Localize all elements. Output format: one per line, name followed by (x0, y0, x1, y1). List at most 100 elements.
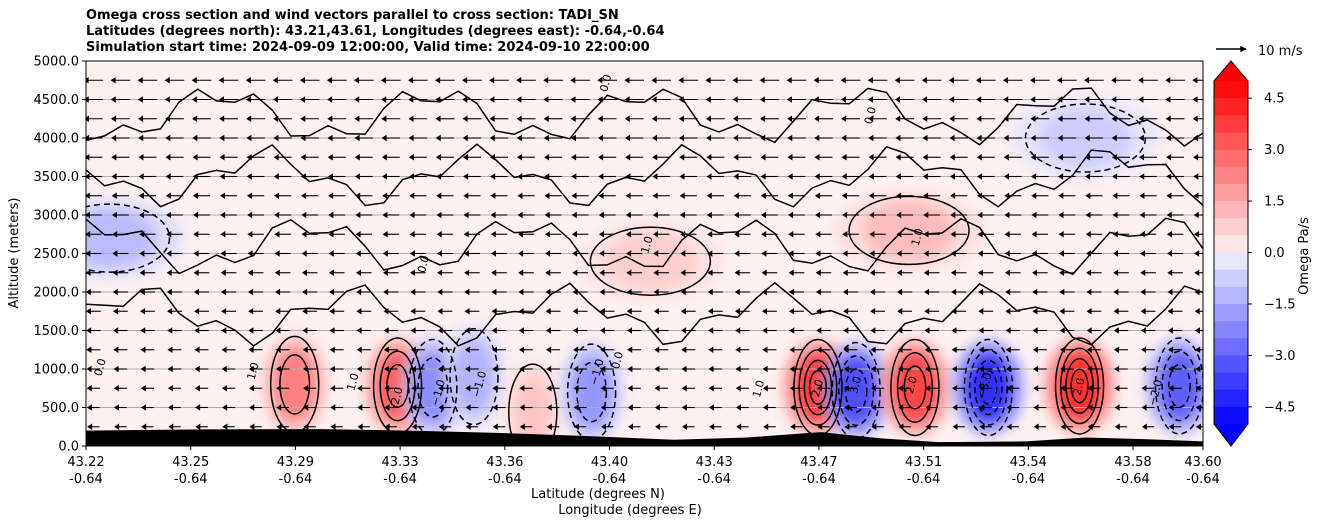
contour-label: 0.0 (862, 105, 879, 125)
wind-vector-head (706, 154, 712, 161)
wind-vector-head (490, 192, 496, 199)
wind-vector-head (330, 404, 336, 411)
wind-vector-head (1194, 250, 1200, 257)
wind-vector-head (193, 269, 199, 276)
wind-vector-head (651, 77, 657, 84)
colorbar-band (1214, 218, 1248, 236)
wind-vector-head (1112, 231, 1118, 238)
wind-vector-head (167, 365, 173, 373)
wind-vector-head (86, 173, 90, 180)
wind-vector-head (868, 173, 874, 180)
wind-vector-head (1166, 192, 1172, 199)
wind-vector-head (921, 77, 927, 84)
wind-vector-head (843, 308, 849, 315)
wind-vector-head (490, 231, 496, 238)
wind-vector-head (165, 115, 171, 122)
wind-vector-head (86, 211, 90, 219)
zero-contour (86, 87, 1203, 147)
x-tick-label-lat: 43.54 (1010, 455, 1047, 470)
colorbar-tick-label: 3.0 (1264, 143, 1285, 158)
y-tick-label: 4500.0 (34, 93, 80, 108)
wind-vector-head (1058, 192, 1064, 199)
wind-vector-head (166, 288, 172, 296)
wind-vector-head (706, 192, 712, 199)
y-tick-label: 4000.0 (34, 132, 80, 147)
x-tick-label-lon: -0.64 (488, 472, 522, 487)
wind-vector-head (708, 404, 714, 411)
wind-vector-head (895, 134, 901, 142)
wind-vector-head (113, 327, 119, 334)
wind-vector-head (1138, 134, 1144, 142)
wind-vector-head (1194, 308, 1200, 315)
wind-vector-head (275, 327, 281, 334)
wind-vector-head (354, 134, 360, 142)
wind-vector-head (707, 231, 713, 238)
wind-vector-head (652, 192, 658, 199)
y-tick-label: 3000.0 (34, 209, 80, 224)
wind-vector-head (326, 77, 332, 84)
wind-vector-head (1003, 154, 1009, 161)
wind-vector-head (922, 115, 928, 122)
wind-vector-head (166, 250, 172, 257)
wind-vector-head (923, 231, 929, 238)
wind-vector-head (1086, 308, 1092, 315)
wind-vector-head (762, 385, 768, 392)
wind-vector-head (734, 288, 740, 296)
wind-vector-head (328, 211, 334, 219)
wind-vector-head (86, 77, 89, 84)
wind-vector-head (272, 77, 278, 84)
wind-vector-head (543, 115, 549, 122)
wind-vector-head (518, 308, 524, 315)
wind-vector-head (1168, 346, 1174, 353)
wind-vector-head (438, 423, 444, 430)
wind-vector-head (1030, 115, 1036, 122)
wind-vector-head (303, 404, 309, 411)
omega-cell-core (273, 348, 316, 421)
wind-vector-head (408, 134, 414, 142)
wind-vector-head (735, 346, 741, 353)
wind-vector-head (222, 423, 228, 430)
wind-vector-head (1004, 192, 1010, 199)
wind-vector-head (302, 288, 308, 296)
wind-vector-head (894, 77, 900, 84)
wind-vector-head (625, 134, 631, 142)
y-axis-label: Altitude (meters) (7, 198, 22, 309)
wind-vector-head (273, 115, 279, 122)
wind-vector-head (544, 231, 550, 238)
wind-vector-head (248, 346, 254, 353)
wind-vector-head (709, 423, 715, 430)
wind-vector-head (1006, 423, 1012, 430)
wind-vector-head (627, 365, 633, 373)
wind-vector-head (330, 423, 336, 430)
wind-vector-head (383, 269, 389, 276)
wind-vector-head (273, 173, 279, 180)
colorbar-band (1214, 183, 1248, 202)
wind-vector-head (545, 288, 551, 296)
wind-vector-head (220, 288, 226, 296)
wind-vector-head (788, 211, 794, 219)
wind-vector-head (464, 308, 470, 315)
wind-vector-head (842, 250, 848, 257)
wind-vector-head (1058, 211, 1064, 219)
wind-vector-head (868, 115, 874, 122)
colorbar-tick-label: −4.5 (1264, 400, 1296, 415)
wind-vector-head (516, 134, 522, 142)
wind-vector-head (707, 250, 713, 257)
wind-vector-head (381, 134, 387, 142)
wind-vector-head (1140, 327, 1146, 334)
wind-vector-head (137, 77, 143, 84)
omega-contour (979, 370, 998, 405)
wind-vector-head (870, 365, 876, 373)
wind-vector-head (573, 346, 579, 353)
wind-vector-head (733, 173, 739, 180)
wind-vector-head (411, 404, 417, 411)
wind-vector-head (1165, 115, 1171, 122)
omega-cell-core (965, 352, 1012, 423)
wind-vector-head (734, 308, 740, 315)
wind-vector-head (977, 192, 983, 199)
wind-vector-head (679, 192, 685, 199)
wind-vector-head (221, 365, 227, 373)
colorbar-band (1214, 201, 1248, 219)
wind-vector-head (1194, 288, 1200, 296)
contour-label: 0.0 (92, 357, 109, 377)
